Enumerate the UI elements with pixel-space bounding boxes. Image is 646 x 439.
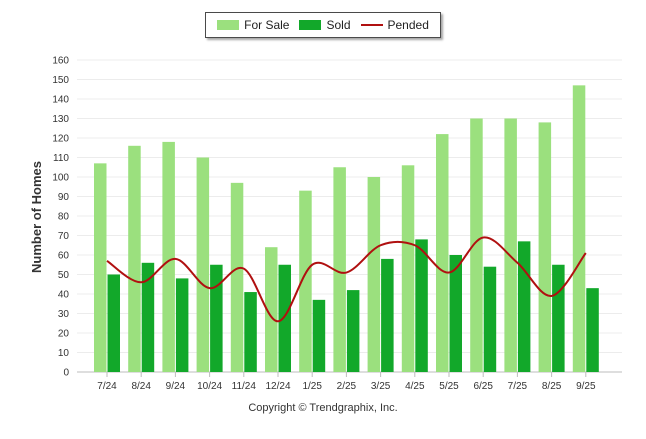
x-tick-label: 10/24 <box>197 381 222 392</box>
legend-swatch-for-sale <box>217 20 240 30</box>
bar-sold[interactable] <box>244 292 257 372</box>
pended-line[interactable] <box>106 236 587 323</box>
x-tick-label: 7/25 <box>508 381 528 392</box>
bar-for-sale[interactable] <box>299 190 312 372</box>
bar-for-sale[interactable] <box>196 157 210 373</box>
legend-swatch-sold <box>299 20 322 30</box>
bar-for-sale[interactable] <box>538 122 552 373</box>
legend-label-for-sale: For Sale <box>244 18 290 32</box>
y-tick-label: 120 <box>52 134 69 145</box>
legend-swatch-pended <box>360 24 383 26</box>
bar-for-sale[interactable] <box>470 118 483 373</box>
bar-sold[interactable] <box>346 290 360 372</box>
legend-label-pended: Pended <box>387 18 429 32</box>
bar-for-sale[interactable] <box>162 141 175 372</box>
legend-item-pended[interactable]: Pended <box>360 18 429 32</box>
y-tick-label: 70 <box>58 231 70 242</box>
bar-for-sale[interactable] <box>504 118 517 373</box>
bar-sold[interactable] <box>141 262 155 372</box>
bar-for-sale[interactable] <box>401 165 415 372</box>
y-tick-label: 110 <box>53 153 69 164</box>
y-tick-label: 30 <box>58 309 70 320</box>
x-tick-label: 2/25 <box>337 381 357 392</box>
y-tick-label: 60 <box>58 251 70 262</box>
bar-sold[interactable] <box>312 299 326 372</box>
bar-sold[interactable] <box>210 264 223 372</box>
x-tick-label: 6/25 <box>473 381 493 392</box>
axes <box>77 371 622 377</box>
x-tick-label: 1/25 <box>302 381 322 392</box>
y-tick-label: 10 <box>58 348 70 359</box>
x-tick-label: 7/24 <box>97 381 117 392</box>
bar-sold[interactable] <box>449 255 463 372</box>
y-tick-label: 0 <box>63 368 69 379</box>
bar-sold[interactable] <box>517 241 531 372</box>
bar-sold[interactable] <box>107 274 121 373</box>
bar-sold[interactable] <box>381 258 394 372</box>
bar-for-sale[interactable] <box>230 182 244 372</box>
y-tick-label: 140 <box>52 95 69 106</box>
x-tick-label: 9/25 <box>576 381 596 392</box>
x-tick-label: 12/24 <box>265 381 290 392</box>
copyright-text: Copyright © Trendgraphix, Inc. <box>248 402 398 414</box>
y-tick-label: 160 <box>52 56 69 67</box>
bar-for-sale[interactable] <box>94 163 107 372</box>
y-tick-label: 20 <box>58 329 70 340</box>
bar-sold[interactable] <box>483 266 497 372</box>
bar-sold[interactable] <box>552 264 565 372</box>
y-tick-label: 50 <box>58 270 70 281</box>
bar-for-sale[interactable] <box>572 85 586 372</box>
x-tick-label: 8/24 <box>131 381 151 392</box>
x-tick-label: 11/24 <box>232 381 257 392</box>
x-tick-label: 5/25 <box>439 381 459 392</box>
pended-line-layer <box>106 236 587 323</box>
legend-item-for-sale[interactable]: For Sale <box>217 18 289 32</box>
legend-label-sold: Sold <box>326 18 351 32</box>
bar-for-sale[interactable] <box>367 177 381 372</box>
bar-sold[interactable] <box>586 288 599 372</box>
bar-sold[interactable] <box>415 239 428 372</box>
bar-for-sale[interactable] <box>333 167 346 372</box>
legend: For Sale Sold Pended <box>205 12 441 38</box>
y-tick-label: 130 <box>52 114 69 125</box>
y-tick-label: 150 <box>52 75 69 86</box>
y-tick-label: 90 <box>58 192 70 203</box>
bar-for-sale[interactable] <box>436 134 449 372</box>
axis-labels: 0 10 20 30 40 50 60 70 80 90 100 110 120 130 140 150 160… <box>52 56 596 393</box>
bars <box>94 85 599 373</box>
y-tick-label: 100 <box>52 173 69 184</box>
bar-for-sale[interactable] <box>265 247 278 372</box>
y-tick-label: 40 <box>58 290 70 301</box>
x-tick-label: 4/25 <box>405 381 425 392</box>
y-tick-label: 80 <box>58 212 70 223</box>
x-tick-label: 8/25 <box>542 381 562 392</box>
bar-sold[interactable] <box>278 264 292 372</box>
x-tick-label: 9/24 <box>166 381 186 392</box>
x-tick-label: 3/25 <box>371 381 391 392</box>
bar-sold[interactable] <box>175 278 189 372</box>
y-axis-title: Number of Homes <box>29 161 44 273</box>
legend-item-sold[interactable]: Sold <box>299 18 351 32</box>
bar-for-sale[interactable] <box>128 145 141 372</box>
